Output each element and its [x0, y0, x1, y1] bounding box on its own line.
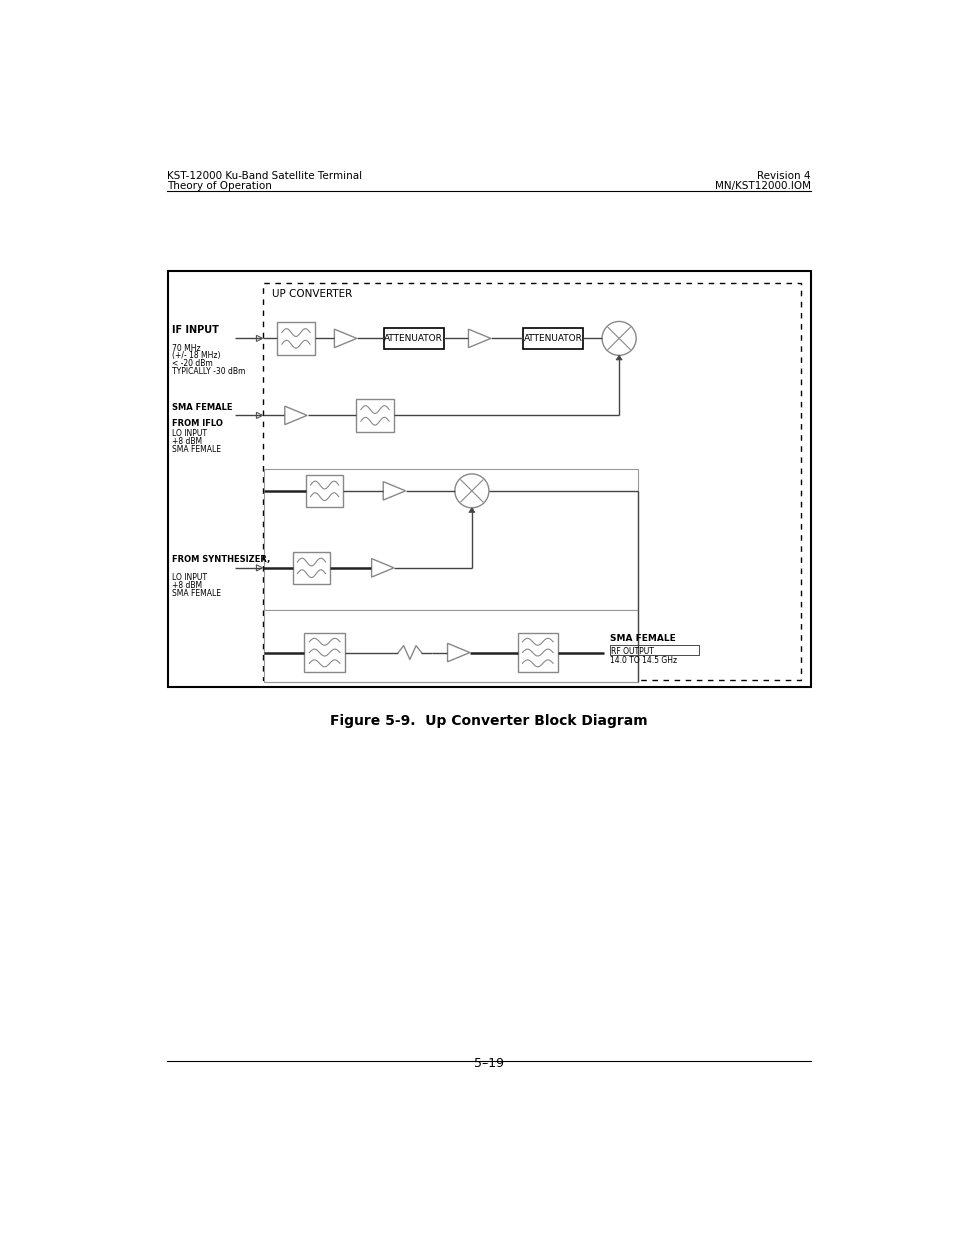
Text: (+/- 18 MHz): (+/- 18 MHz)	[172, 352, 220, 361]
Bar	[609, 645, 699, 655]
Bar	[306, 474, 343, 508]
Bar	[293, 552, 330, 584]
Text: KST-12000 Ku-Band Satellite Terminal: KST-12000 Ku-Band Satellite Terminal	[167, 172, 362, 182]
Text: IF INPUT: IF INPUT	[172, 325, 218, 335]
Text: 5–19: 5–19	[474, 1057, 503, 1070]
Text: RF OUTPUT: RF OUTPUT	[610, 647, 653, 656]
Bar	[383, 327, 443, 350]
Bar	[168, 272, 810, 687]
Text: MN/KST12000.IOM: MN/KST12000.IOM	[714, 182, 810, 191]
Text: 14.0 TO 14.5 GHz: 14.0 TO 14.5 GHz	[609, 656, 677, 666]
Bar	[264, 469, 638, 610]
Polygon shape	[447, 643, 470, 662]
Bar	[277, 322, 314, 354]
Polygon shape	[372, 558, 394, 577]
Text: UP CONVERTER: UP CONVERTER	[272, 289, 352, 299]
Text: SMA FEMALE: SMA FEMALE	[172, 445, 221, 453]
Text: TYPICALLY -30 dBm: TYPICALLY -30 dBm	[172, 367, 245, 375]
Polygon shape	[256, 412, 262, 419]
Text: SMA FEMALE: SMA FEMALE	[172, 403, 233, 411]
Text: +8 dBM: +8 dBM	[172, 580, 202, 590]
Bar	[262, 283, 801, 679]
Text: SMA FEMALE: SMA FEMALE	[609, 635, 675, 643]
Text: Theory of Operation: Theory of Operation	[167, 182, 272, 191]
Text: Revision 4: Revision 4	[757, 172, 810, 182]
Bar	[522, 327, 583, 350]
Text: SMA FEMALE: SMA FEMALE	[172, 589, 221, 598]
Text: < -20 dBm: < -20 dBm	[172, 359, 213, 368]
Text: LO INPUT: LO INPUT	[172, 573, 207, 582]
Text: 70 MHz: 70 MHz	[172, 343, 200, 353]
Bar	[304, 634, 344, 672]
Text: LO INPUT: LO INPUT	[172, 430, 207, 438]
Text: ATTENUATOR: ATTENUATOR	[523, 333, 582, 343]
Text: +8 dBM: +8 dBM	[172, 437, 202, 446]
Polygon shape	[383, 482, 405, 500]
Circle shape	[455, 474, 488, 508]
Bar	[264, 610, 638, 682]
Circle shape	[601, 321, 636, 356]
Polygon shape	[256, 336, 262, 341]
Text: FROM IFLO: FROM IFLO	[172, 419, 223, 429]
Polygon shape	[616, 356, 621, 359]
Polygon shape	[335, 330, 356, 347]
Polygon shape	[285, 406, 307, 425]
Bar	[356, 399, 394, 431]
Polygon shape	[468, 330, 490, 347]
Text: FROM SYNTHESIZER,: FROM SYNTHESIZER,	[172, 555, 270, 564]
Polygon shape	[468, 508, 475, 513]
Text: ATTENUATOR: ATTENUATOR	[384, 333, 443, 343]
Polygon shape	[256, 564, 262, 571]
Text: Figure 5-9.  Up Converter Block Diagram: Figure 5-9. Up Converter Block Diagram	[330, 714, 647, 729]
Bar	[517, 634, 558, 672]
